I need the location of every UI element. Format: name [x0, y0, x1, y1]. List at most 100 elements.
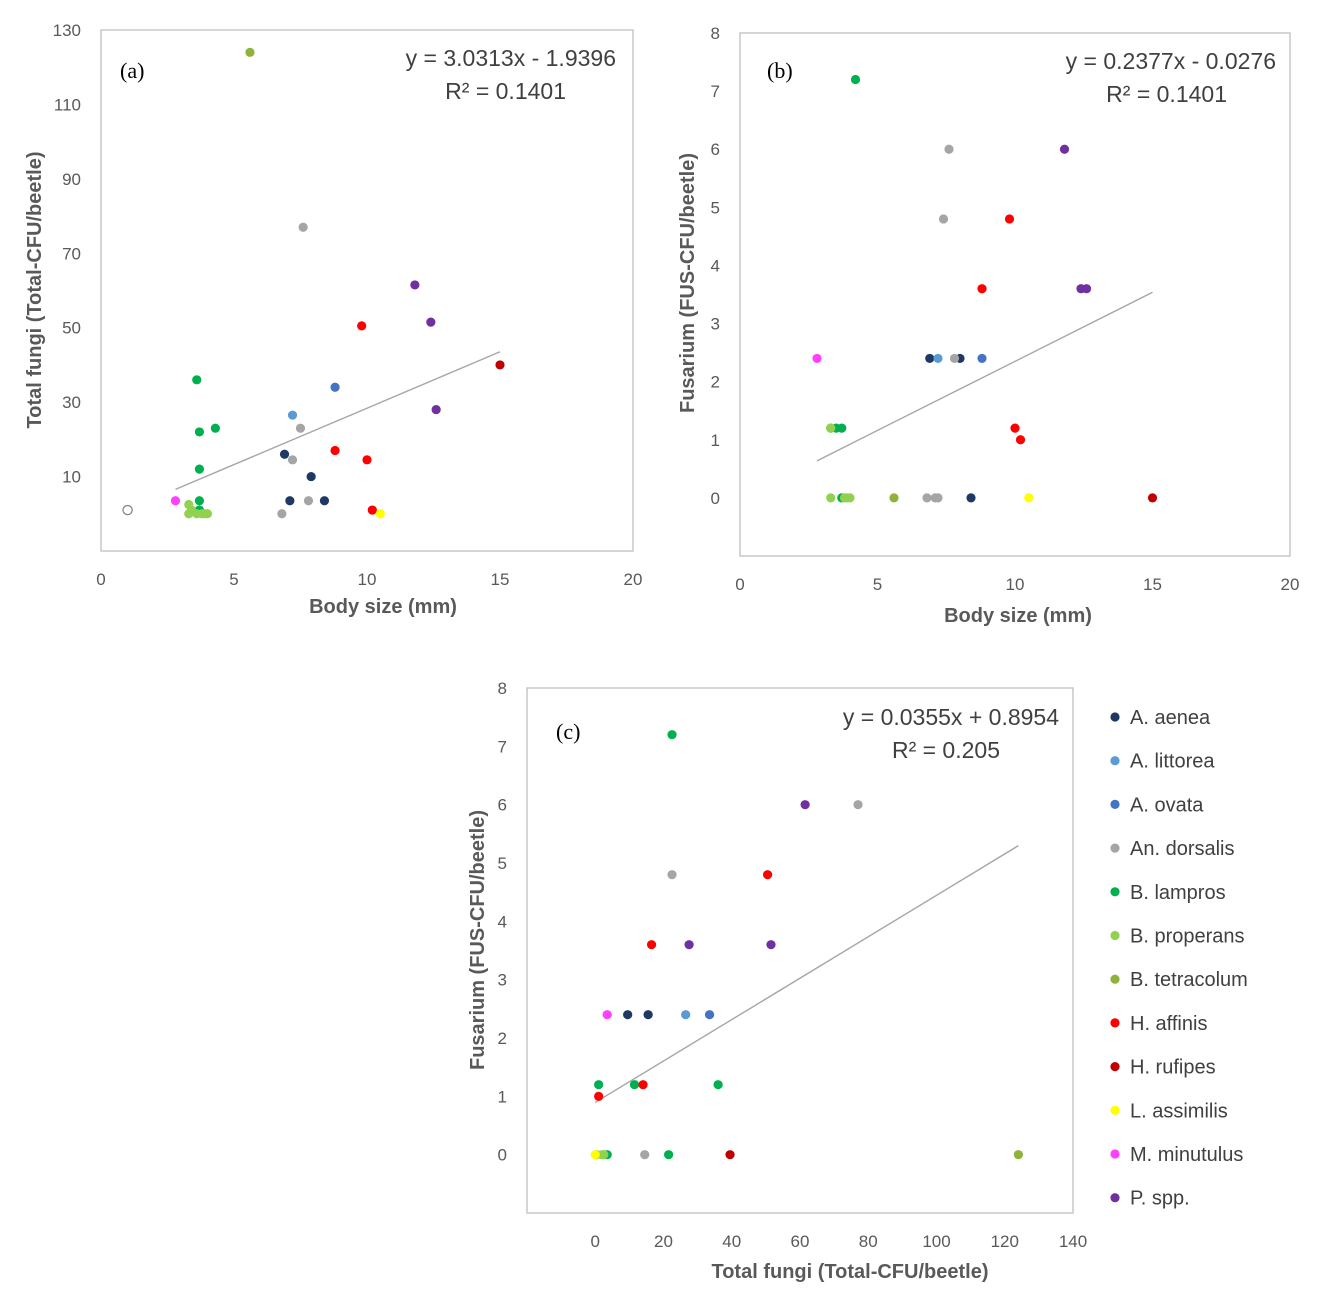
data-point-an-dorsalis — [949, 353, 960, 364]
data-point-h-affinis — [594, 1091, 604, 1101]
x-axis-label: Body size (mm) — [944, 605, 1092, 627]
data-point-b-properans — [826, 493, 836, 503]
data-point-b-lampros — [210, 423, 220, 433]
data-point-b-properans — [845, 493, 855, 503]
x-tick-label: 40 — [722, 1232, 741, 1251]
y-axis-label: Fusarium (FUS-CFU/beetle) — [467, 810, 489, 1070]
trendline-segment — [816, 291, 1153, 462]
data-point-an-dorsalis — [640, 1150, 650, 1160]
data-point-a-aenea — [279, 449, 290, 459]
data-point-l-assimilis — [590, 1150, 600, 1160]
data-point-h-affinis — [1010, 423, 1020, 433]
x-axis-label: Body size (mm) — [309, 596, 457, 618]
data-point-an-dorsalis — [303, 496, 314, 506]
y-tick-label: 110 — [54, 95, 81, 114]
legend-label: L. assimilis — [1130, 1100, 1228, 1122]
data-point-h-affinis — [330, 445, 340, 456]
legend-label: B. lampros — [1130, 882, 1226, 904]
x-tick-label: 20 — [654, 1232, 673, 1251]
data-point-a-littorea — [933, 353, 943, 364]
data-point-a-aenea — [285, 496, 295, 506]
y-axis-label: Fusarium (FUS-CFU/beetle) — [677, 153, 699, 413]
panel-label: (a) — [120, 58, 144, 83]
y-tick-label: 50 — [62, 319, 81, 338]
data-point-an-dorsalis — [944, 144, 954, 154]
data-point-h-rufipes — [725, 1150, 735, 1160]
data-point-b-lampros — [713, 1080, 723, 1090]
y-tick-label: 8 — [711, 24, 720, 43]
data-points — [590, 730, 1024, 1160]
data-point-h-affinis — [357, 321, 367, 331]
data-point-b-lampros — [194, 427, 205, 437]
y-tick-labels: 0 1 2 3 4 5 6 7 8 — [711, 24, 720, 508]
data-point-an-dorsalis — [853, 800, 863, 810]
data-point-h-affinis — [1004, 214, 1015, 224]
data-point-an-dorsalis — [667, 870, 677, 880]
legend-label: A. aenea — [1130, 707, 1211, 729]
x-tick-label: 120 — [991, 1232, 1019, 1251]
data-point-a-ovata — [330, 382, 340, 392]
y-tick-label: 4 — [711, 256, 720, 275]
data-point-b-properans — [826, 423, 836, 433]
data-points — [122, 47, 505, 519]
legend-label: A. littorea — [1130, 751, 1215, 773]
y-tick-label: 5 — [711, 198, 720, 217]
legend-label: H. affinis — [1130, 1013, 1207, 1035]
y-tick-labels: 10 30 50 70 90 110 130 — [53, 21, 81, 487]
plot-frame — [100, 29, 634, 552]
data-point-b-properans — [599, 1150, 609, 1160]
data-point-h-affinis — [762, 870, 773, 880]
data-point-a-aenea — [623, 1010, 633, 1020]
legend-marker — [1110, 1193, 1120, 1203]
data-point-open — [122, 504, 133, 516]
y-tick-label: 2 — [498, 1029, 507, 1048]
legend-marker — [1110, 843, 1120, 853]
legend-marker — [1110, 1105, 1120, 1115]
data-point-h-affinis — [977, 284, 987, 294]
y-tick-label: 7 — [711, 82, 720, 101]
legend-marker — [1110, 930, 1120, 941]
trendline — [175, 351, 501, 491]
data-point-b-properans — [202, 509, 212, 519]
data-point-b-lampros — [629, 1080, 640, 1090]
panel-label: (c) — [556, 719, 580, 744]
data-point-l-assimilis — [1024, 493, 1034, 503]
data-point-b-lampros — [192, 375, 202, 385]
legend-marker — [1110, 887, 1120, 897]
plot-frame — [526, 687, 1074, 1214]
legend-marker — [1110, 1018, 1120, 1028]
legend-label: B. properans — [1130, 926, 1245, 948]
legend-marker — [1110, 974, 1120, 984]
data-point-h-rufipes — [1147, 493, 1158, 503]
x-tick-label: 60 — [791, 1232, 810, 1251]
x-axis-label: Total fungi (Total-CFU/beetle) — [711, 1261, 988, 1283]
data-point-b-tetracolum — [1013, 1150, 1024, 1160]
y-tick-label: 3 — [498, 971, 507, 990]
data-points — [812, 74, 1158, 503]
data-point-p-spp — [431, 404, 441, 415]
x-tick-labels: 0 20 40 60 80 100 120 140 — [591, 1232, 1088, 1251]
legend-label: M. minutulus — [1130, 1144, 1243, 1166]
regression-equation: y = 0.2377x - 0.0276 — [1066, 48, 1276, 74]
data-point-b-lampros — [194, 464, 205, 474]
y-tick-label: 8 — [498, 679, 507, 698]
data-point-b-lampros — [667, 730, 677, 740]
data-point-h-affinis — [367, 505, 377, 515]
trendline-segment — [175, 351, 501, 491]
data-point-an-dorsalis — [938, 214, 949, 224]
r-squared: R² = 0.205 — [892, 737, 1000, 763]
regression-equation: y = 0.0355x + 0.8954 — [843, 704, 1059, 730]
data-point-b-tetracolum — [245, 47, 255, 57]
data-point-b-lampros — [837, 423, 847, 433]
data-point-h-affinis — [1015, 435, 1026, 445]
data-point-b-lampros — [850, 74, 861, 85]
data-point-b-lampros — [194, 496, 205, 506]
x-tick-label: 15 — [1143, 575, 1162, 594]
data-point-an-dorsalis — [295, 423, 306, 433]
y-tick-labels: 0 1 2 3 4 5 6 7 8 — [498, 679, 507, 1165]
y-tick-label: 3 — [711, 315, 720, 334]
x-tick-label: 5 — [229, 570, 238, 589]
data-point-h-affinis — [646, 940, 657, 950]
data-point-an-dorsalis — [277, 509, 287, 519]
legend-label: An. dorsalis — [1130, 838, 1235, 860]
